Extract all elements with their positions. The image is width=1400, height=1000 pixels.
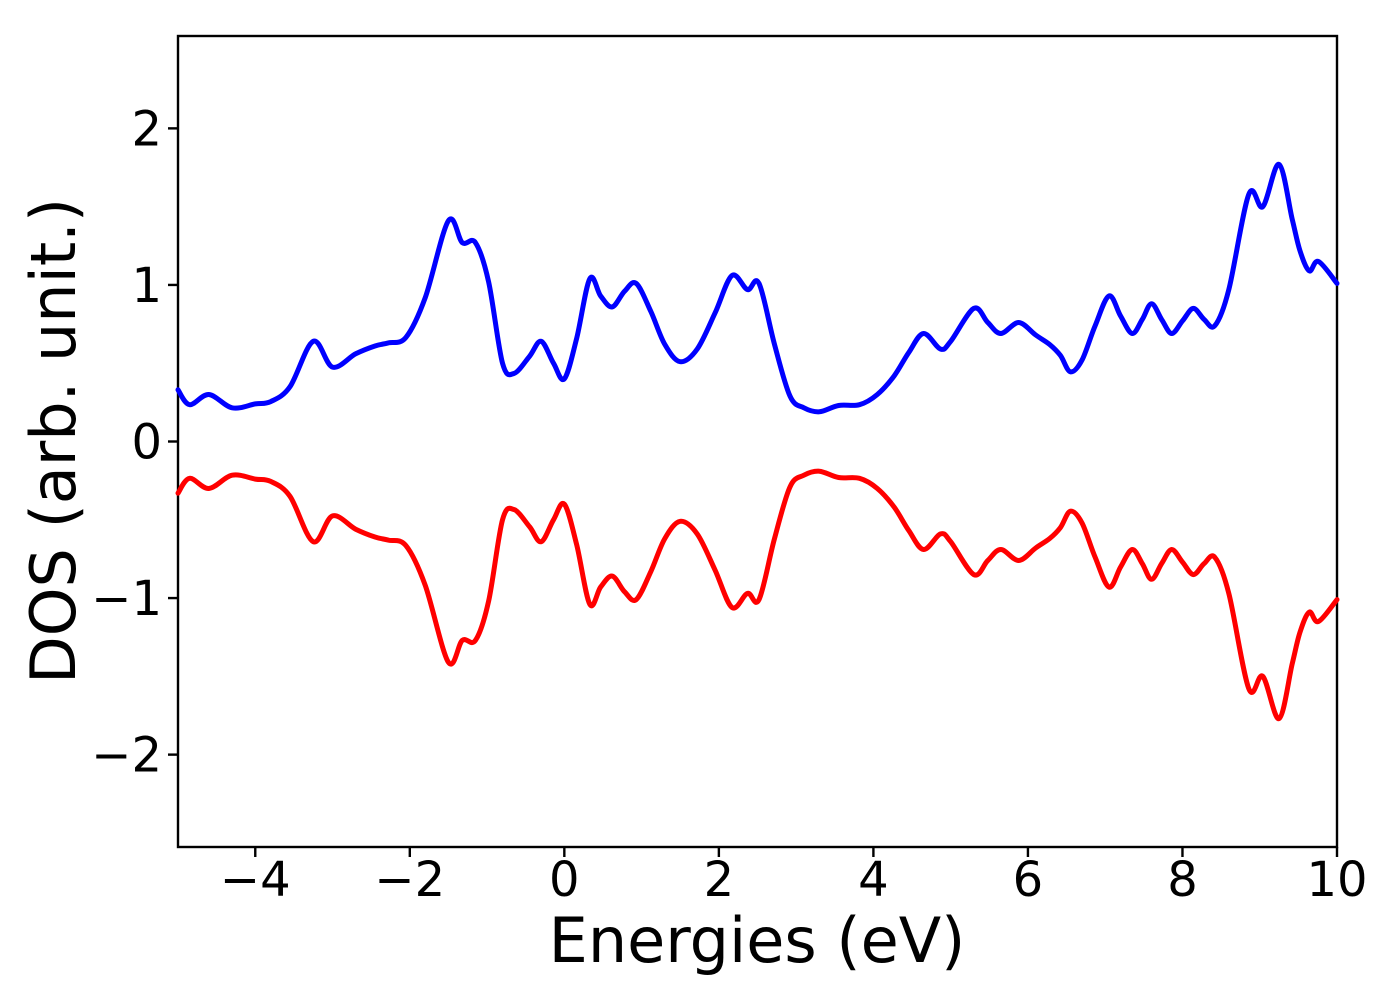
axis-ticks: [168, 127, 1339, 857]
x-tick-label: 10: [1306, 852, 1367, 908]
spin-down-curve: [175, 468, 1340, 722]
x-tick-label: 2: [704, 852, 735, 908]
x-tick-label: 0: [549, 852, 580, 908]
x-tick-label: −4: [220, 852, 291, 908]
y-tick-label: 0: [131, 415, 162, 471]
x-tick-label: 4: [858, 852, 889, 908]
y-tick-label: −2: [91, 728, 162, 784]
x-tick-label: 8: [1167, 852, 1198, 908]
x-tick-label: −2: [374, 852, 445, 908]
spin-up-curve: [175, 161, 1340, 415]
x-axis-label: Energies (eV): [549, 904, 966, 977]
x-tick-label: 6: [1013, 852, 1044, 908]
plot-border: [176, 34, 1339, 849]
y-tick-label: −1: [91, 571, 162, 627]
y-tick-label: 2: [131, 101, 162, 157]
y-tick-label: 1: [131, 258, 162, 314]
y-axis-label: DOS (arb. unit.): [17, 198, 90, 684]
axis-tick-labels: −4 −2 0 2 4 6 8 10 −2 −1 0 1 2: [91, 101, 1367, 908]
